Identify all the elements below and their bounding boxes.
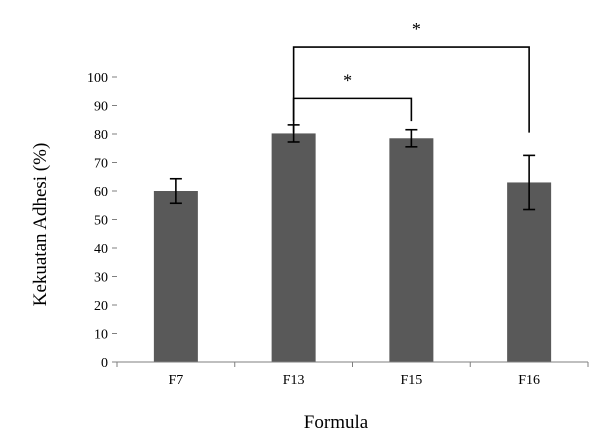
- bar-f7: [153, 191, 198, 362]
- x-axis-title: Formula: [304, 412, 369, 433]
- bars-group: [153, 133, 552, 362]
- bar-f16: [507, 182, 552, 362]
- x-axis-ticks: F7 F13 F15 F16: [116, 362, 589, 388]
- bar-f13: [271, 133, 316, 362]
- bar-f15: [389, 138, 434, 362]
- y-tick-label: 100: [87, 71, 108, 86]
- y-tick-label: 70: [94, 157, 108, 172]
- error-bar-f15: [405, 128, 418, 148]
- y-tick-label: 10: [94, 328, 108, 343]
- y-tick-label: 90: [94, 100, 108, 115]
- y-axis-ticks: 0 10 20 30 40 50 60 70 80 90 100: [87, 71, 117, 371]
- significance-marker: *: [343, 70, 352, 90]
- y-tick-label: 20: [94, 299, 108, 314]
- x-tick-label: F16: [518, 373, 540, 388]
- y-tick-label: 80: [94, 128, 108, 143]
- significance-bracket: *: [292, 70, 413, 122]
- significance-marker: *: [412, 19, 421, 39]
- error-bars-group: [169, 124, 536, 211]
- y-tick-label: 40: [94, 242, 108, 257]
- y-axis-title: Kekuatan Adhesi (%): [30, 143, 51, 307]
- significance-bracket: *: [292, 19, 530, 133]
- y-tick-label: 30: [94, 271, 108, 286]
- x-tick-label: F13: [283, 373, 305, 388]
- error-bar-f7: [169, 177, 182, 205]
- error-bar-f16: [523, 154, 536, 211]
- y-tick-label: 60: [94, 185, 108, 200]
- y-tick-label: 0: [101, 356, 108, 371]
- x-tick-label: F15: [400, 373, 422, 388]
- significance-brackets: **: [292, 19, 530, 133]
- x-tick-label: F7: [168, 373, 183, 388]
- y-tick-label: 50: [94, 214, 108, 229]
